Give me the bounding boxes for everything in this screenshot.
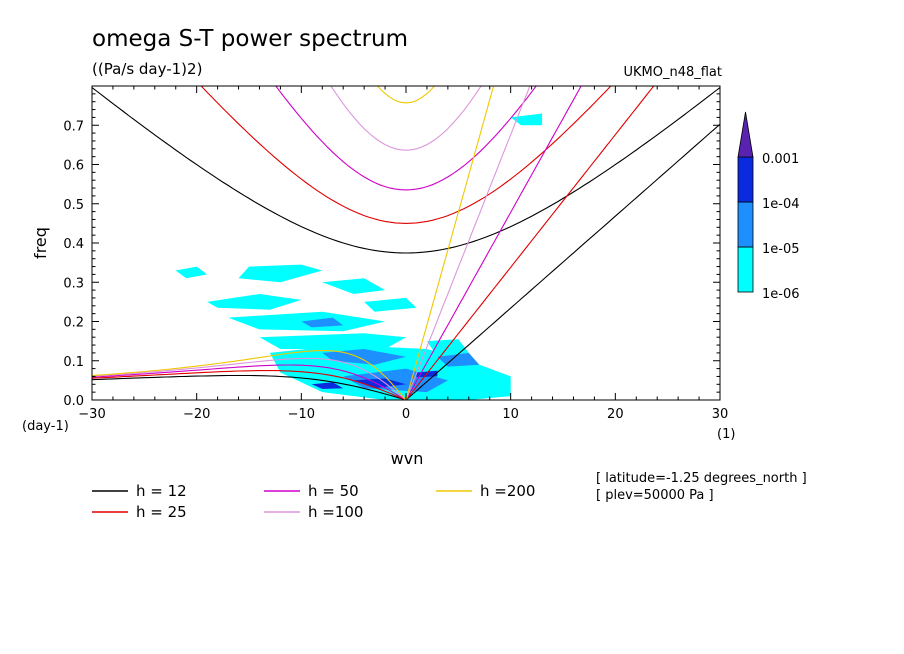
kelvin-curve-100 <box>405 86 531 400</box>
x-tick-label: 30 <box>712 407 729 422</box>
y-tick-label: 0.3 <box>63 276 84 291</box>
y-tick-label: 0.7 <box>63 119 84 134</box>
x-tick-label: 0 <box>402 407 410 422</box>
colorbar-box <box>737 156 754 203</box>
y-tick-label: 0.4 <box>63 237 84 252</box>
kelvin-curve-200 <box>405 86 495 400</box>
annotation-plev: [ plev=50000 Pa ] <box>596 488 714 503</box>
legend-label: h =200 <box>480 482 535 500</box>
power-region-1e-04 <box>311 382 344 389</box>
x-tick-label: 10 <box>502 407 519 422</box>
kelvin-curve-12 <box>405 123 720 400</box>
power-region-1e-05 <box>322 349 406 365</box>
power-region-1e-06 <box>207 294 302 310</box>
chart-units: ((Pa/s day-1)2) <box>92 60 202 78</box>
y-axis-label: freq <box>31 227 50 259</box>
chart-title: omega S-T power spectrum <box>92 26 408 52</box>
ig-curve-200 <box>376 86 436 104</box>
legend-label: h =100 <box>308 503 363 521</box>
colorbar-label: 0.001 <box>762 152 799 167</box>
power-contours <box>175 113 543 400</box>
x-tick-label: −10 <box>288 407 315 422</box>
plot-axes: −30 −20 −10 0 10 20 30 0.0 0.1 0.2 0.3 0.4 0.5 0.6 0.7 <box>63 85 729 422</box>
dispersion-curves <box>92 86 720 400</box>
legend: h = 12 h = 25 h = 50 h =100 h =200 <box>92 482 535 521</box>
y-tick-label: 0.0 <box>63 394 84 409</box>
power-region-1e-06 <box>322 278 386 294</box>
kelvin-curve-25 <box>405 86 655 400</box>
legend-label: h = 12 <box>136 482 187 500</box>
kelvin-curve-50 <box>405 86 582 400</box>
ig-curve-50 <box>275 86 537 191</box>
colorbar-extend-triangle <box>737 111 754 158</box>
power-region-1e-06 <box>238 264 323 283</box>
power-region-1e-05 <box>301 317 344 328</box>
x-tick-label: −20 <box>183 407 210 422</box>
rossby-curve-200 <box>92 349 407 400</box>
power-region-1e-06 <box>175 266 208 279</box>
power-region-1e-06 <box>259 333 406 349</box>
colorbar-label: 1e-05 <box>762 242 800 257</box>
y-tick-label: 0.5 <box>63 198 84 213</box>
y-tick-label: 0.6 <box>63 159 84 174</box>
x-axis-label: wvn <box>391 449 424 468</box>
dataset-label: UKMO_n48_flat <box>623 65 722 80</box>
colorbar-box <box>737 246 754 293</box>
colorbar-box <box>737 201 754 248</box>
power-region-1e-06 <box>364 297 417 312</box>
colorbar-label: 1e-04 <box>762 197 800 212</box>
power-region-1e-06 <box>510 113 543 126</box>
rossby-curve-50 <box>92 364 407 400</box>
ig-curve-25 <box>200 86 612 224</box>
legend-label: h = 50 <box>308 482 359 500</box>
colorbar-label: 1e-06 <box>762 287 800 302</box>
y-tick-label: 0.1 <box>63 355 84 370</box>
rossby-curve-100 <box>92 357 407 400</box>
x-tick-label: 20 <box>607 407 624 422</box>
y-tick-label: 0.2 <box>63 316 84 331</box>
ig-curve-100 <box>330 86 482 151</box>
power-region-1e-04 <box>353 378 406 389</box>
colorbar: 0.001 1e-04 1e-05 1e-06 <box>737 111 800 302</box>
x-tick-label: −30 <box>78 407 105 422</box>
y-axis-unit: (day-1) <box>22 419 69 434</box>
legend-label: h = 25 <box>136 503 187 521</box>
rossby-curve-12 <box>92 374 407 400</box>
rossby-curve-25 <box>92 370 407 400</box>
x-axis-unit: (1) <box>717 427 735 442</box>
annotation-latitude: [ latitude=-1.25 degrees_north ] <box>596 471 807 486</box>
ig-curve-12 <box>92 87 720 254</box>
